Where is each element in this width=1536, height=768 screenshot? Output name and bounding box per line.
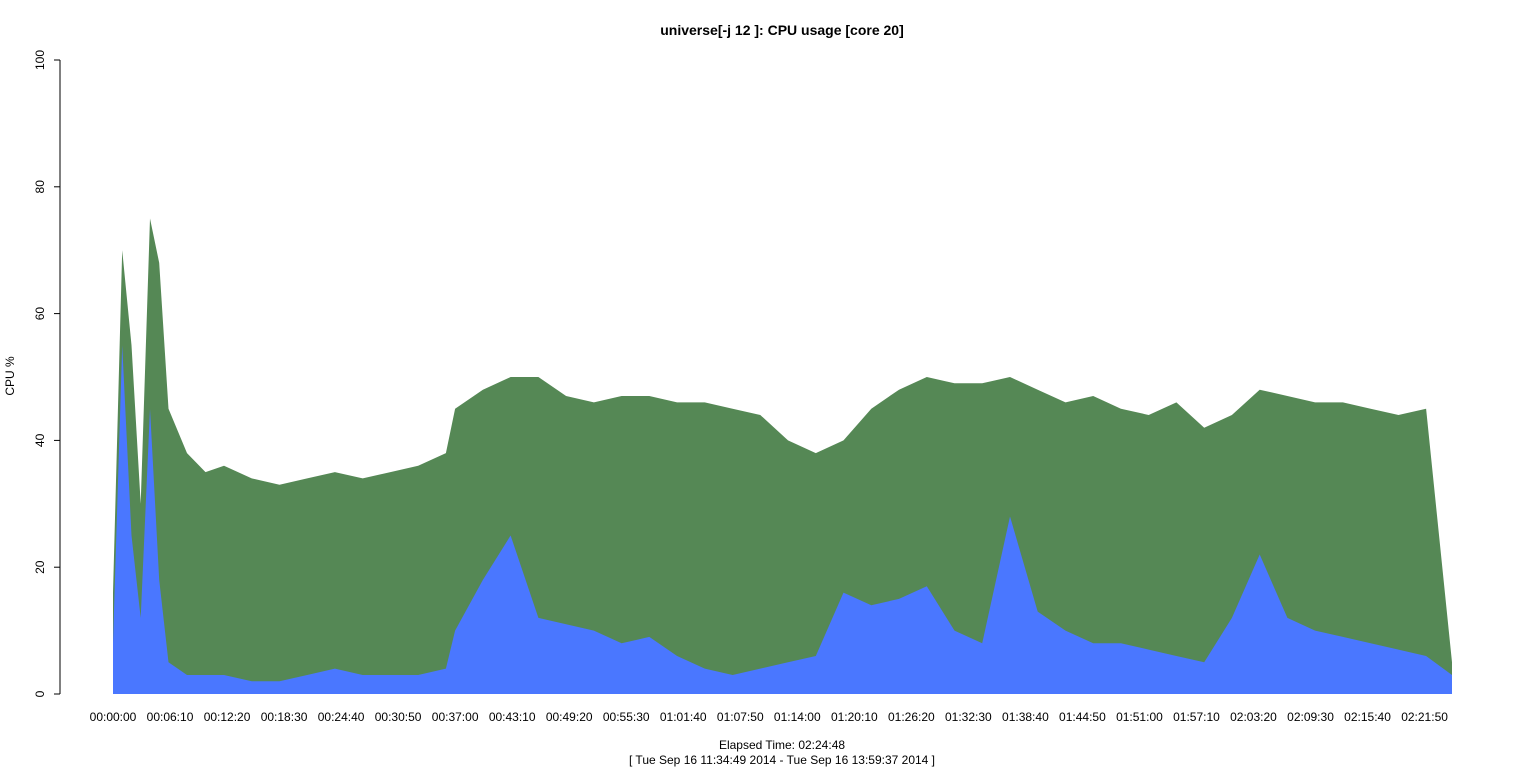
x-tick-label: 01:01:40	[660, 710, 707, 724]
x-tick-label: 01:26:20	[888, 710, 935, 724]
x-tick-label: 00:55:30	[603, 710, 650, 724]
x-tick-label: 00:37:00	[432, 710, 479, 724]
x-tick-label: 00:18:30	[261, 710, 308, 724]
y-tick-label: 60	[33, 307, 47, 321]
x-tick-label: 00:30:50	[375, 710, 422, 724]
x-tick-label: 01:57:10	[1173, 710, 1220, 724]
x-tick-label: 02:09:30	[1287, 710, 1334, 724]
x-tick-label: 00:06:10	[147, 710, 194, 724]
x-tick-label: 01:20:10	[831, 710, 878, 724]
x-tick-label: 02:03:20	[1230, 710, 1277, 724]
x-tick-label: 01:51:00	[1116, 710, 1163, 724]
y-tick-label: 40	[33, 433, 47, 447]
x-tick-label: 02:21:50	[1401, 710, 1448, 724]
y-tick-label: 0	[33, 690, 47, 697]
x-axis-time-range: [ Tue Sep 16 11:34:49 2014 - Tue Sep 16 …	[629, 753, 935, 767]
x-tick-label: 02:15:40	[1344, 710, 1391, 724]
x-tick-label: 00:24:40	[318, 710, 365, 724]
chart-title: universe[-j 12 ]: CPU usage [core 20]	[660, 22, 904, 38]
series-area-1	[113, 345, 1452, 694]
x-tick-label: 00:49:20	[546, 710, 593, 724]
x-tick-label: 00:00:00	[90, 710, 137, 724]
y-axis-label: CPU %	[3, 356, 17, 396]
y-axis: 0 20 40 60 80 100	[33, 50, 61, 697]
x-axis-label: Elapsed Time: 02:24:48	[719, 738, 845, 752]
y-tick-label: 20	[33, 560, 47, 574]
y-tick-label: 100	[33, 50, 47, 70]
x-tick-label: 00:12:20	[204, 710, 251, 724]
plot-area	[113, 218, 1452, 694]
x-tick-label: 01:32:30	[945, 710, 992, 724]
x-tick-label: 01:07:50	[717, 710, 764, 724]
x-tick-label: 01:44:50	[1059, 710, 1106, 724]
series-area-0	[113, 218, 1452, 694]
y-tick-label: 80	[33, 180, 47, 194]
x-axis: 00:00:00 00:06:10 00:12:20 00:18:30 00:24:40…	[90, 710, 1449, 724]
x-tick-label: 01:38:40	[1002, 710, 1049, 724]
x-tick-label: 00:43:10	[489, 710, 536, 724]
x-tick-label: 01:14:00	[774, 710, 821, 724]
